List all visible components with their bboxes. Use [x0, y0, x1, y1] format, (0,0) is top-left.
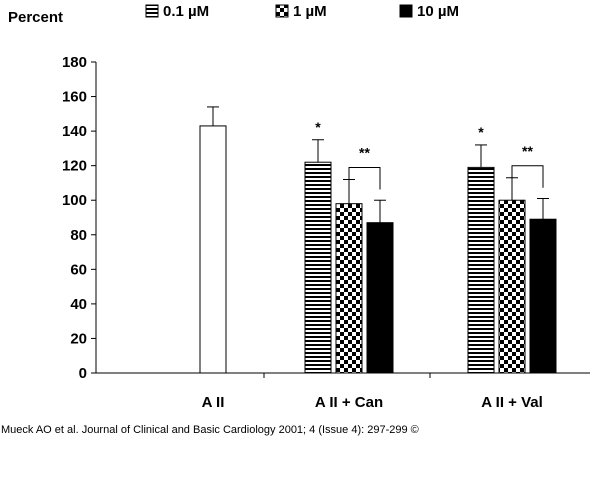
bar [529, 218, 557, 374]
source-credit: Mueck AO et al. Journal of Clinical and … [1, 424, 419, 436]
legend-swatch [275, 4, 289, 18]
significance-label: ** [522, 143, 533, 159]
legend-label: 10 µM [417, 3, 459, 20]
y-tick-label: 140 [62, 123, 87, 140]
bar [304, 161, 332, 374]
y-tick-label: 60 [70, 261, 87, 278]
bar [335, 203, 363, 374]
significance-label: ** [359, 144, 370, 160]
x-tick-label: A II [202, 394, 225, 411]
y-tick-label: 0 [79, 365, 87, 382]
y-tick-label: 40 [70, 296, 87, 313]
y-tick-label: 100 [62, 192, 87, 209]
y-tick-label: 120 [62, 158, 87, 175]
bar [498, 199, 526, 374]
significance-label: * [478, 124, 484, 140]
bars: * *** ** [199, 106, 557, 374]
legend-swatch [145, 4, 159, 18]
bar-control [199, 125, 227, 374]
legend-label: 0.1 µM [163, 3, 209, 20]
bar [366, 222, 394, 374]
significance-bracket [348, 166, 381, 190]
bar-chart: Percent 0.1 µM 1 µM 10 µM 0 20 40 60 80 100 120 1… [8, 3, 590, 411]
x-tick-label: A II + Val [481, 394, 543, 411]
axes: 0 20 40 60 80 100 120 140 160 180 A II A II + Can A … [62, 54, 590, 411]
legend-swatch [399, 4, 413, 18]
y-tick-label: 20 [70, 330, 87, 347]
significance-label: * [315, 119, 321, 135]
y-tick-label: 80 [70, 227, 87, 244]
x-tick-label: A II + Can [315, 394, 383, 411]
legend-label: 1 µM [293, 3, 327, 20]
bar [467, 166, 495, 374]
y-tick-label: 160 [62, 89, 87, 106]
y-axis-label: Percent [8, 9, 63, 26]
legend: 0.1 µM 1 µM 10 µM [145, 3, 459, 20]
y-tick-label: 180 [62, 54, 87, 71]
significance-bracket [511, 165, 544, 188]
